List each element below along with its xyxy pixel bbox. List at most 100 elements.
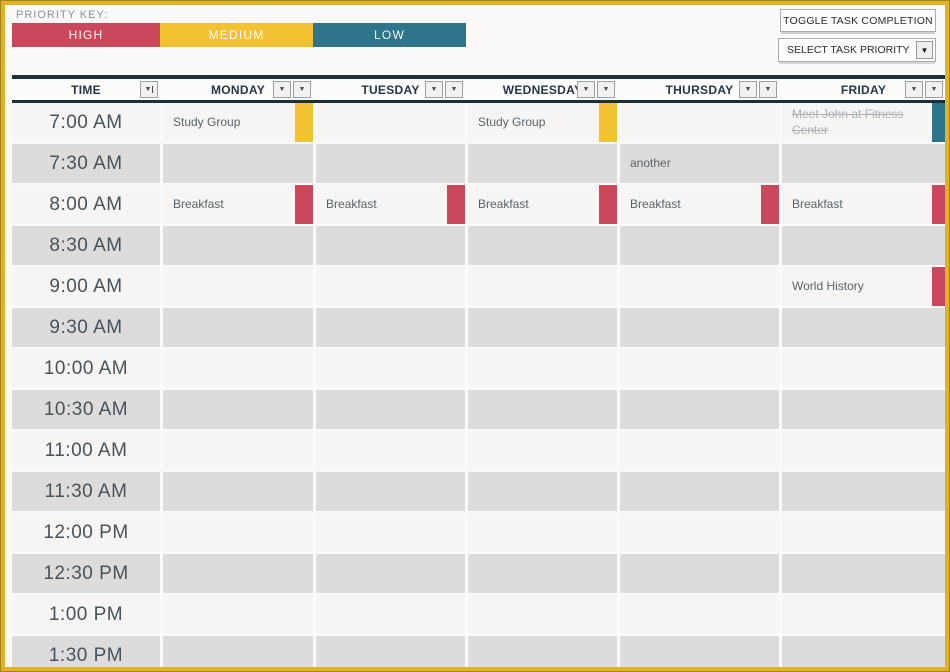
task-cell-tuesday[interactable] <box>316 144 465 183</box>
task-cell-friday[interactable] <box>782 144 945 183</box>
toggle-task-completion-button[interactable]: TOGGLE TASK COMPLETION <box>780 9 936 32</box>
task-cell-tuesday[interactable] <box>316 349 465 388</box>
time-cell[interactable]: 12:30 PM <box>12 554 160 593</box>
filter-dropdown-icon[interactable]: ▼ <box>577 81 595 98</box>
task-cell-wednesday[interactable] <box>468 390 617 429</box>
task-cell-wednesday[interactable] <box>468 513 617 552</box>
task-cell-friday[interactable] <box>782 595 945 634</box>
task-cell-friday[interactable]: Meet John at Fitness Center <box>782 103 945 142</box>
time-cell[interactable]: 11:30 AM <box>12 472 160 511</box>
task-cell-wednesday[interactable] <box>468 308 617 347</box>
task-cell-friday[interactable] <box>782 554 945 593</box>
task-cell-thursday[interactable] <box>620 267 779 306</box>
time-cell[interactable]: 12:00 PM <box>12 513 160 552</box>
task-cell-friday[interactable] <box>782 390 945 429</box>
task-cell-tuesday[interactable] <box>316 554 465 593</box>
time-cell[interactable]: 11:00 AM <box>12 431 160 470</box>
task-cell-thursday[interactable] <box>620 472 779 511</box>
task-cell-wednesday[interactable]: Study Group <box>468 103 617 142</box>
time-cell[interactable]: 8:30 AM <box>12 226 160 265</box>
task-cell-friday[interactable]: Breakfast <box>782 185 945 224</box>
task-cell-wednesday[interactable] <box>468 472 617 511</box>
time-cell[interactable]: 10:00 AM <box>12 349 160 388</box>
time-cell[interactable]: 7:30 AM <box>12 144 160 183</box>
filter-dropdown-icon[interactable]: ▼ <box>905 81 923 98</box>
task-cell-monday[interactable] <box>163 267 313 306</box>
task-cell-thursday[interactable] <box>620 226 779 265</box>
filter-dropdown-icon[interactable]: ▼ <box>739 81 757 98</box>
task-cell-friday[interactable] <box>782 226 945 265</box>
time-cell[interactable]: 1:30 PM <box>12 636 160 667</box>
task-cell-friday[interactable] <box>782 308 945 347</box>
filter-dropdown-icon[interactable]: ▼ <box>293 81 311 98</box>
priority-key-bar: HIGH MEDIUM LOW <box>12 23 466 47</box>
task-cell-thursday[interactable]: another <box>620 144 779 183</box>
task-cell-tuesday[interactable]: Breakfast <box>316 185 465 224</box>
task-cell-monday[interactable] <box>163 144 313 183</box>
task-cell-monday[interactable] <box>163 431 313 470</box>
task-priority-select[interactable]: SELECT TASK PRIORITY ▼ <box>778 38 936 62</box>
task-cell-thursday[interactable] <box>620 513 779 552</box>
task-cell-monday[interactable] <box>163 390 313 429</box>
time-cell[interactable]: 9:00 AM <box>12 267 160 306</box>
task-cell-wednesday[interactable]: Breakfast <box>468 185 617 224</box>
task-cell-monday[interactable] <box>163 472 313 511</box>
task-cell-thursday[interactable] <box>620 390 779 429</box>
task-cell-wednesday[interactable] <box>468 267 617 306</box>
task-cell-friday[interactable]: World History <box>782 267 945 306</box>
task-cell-thursday[interactable] <box>620 308 779 347</box>
task-cell-tuesday[interactable] <box>316 390 465 429</box>
time-cell[interactable]: 8:00 AM <box>12 185 160 224</box>
schedule-row: 8:00 AM Breakfast Breakfast Breakfast Breakf… <box>12 185 945 224</box>
task-cell-thursday[interactable] <box>620 431 779 470</box>
task-cell-friday[interactable] <box>782 513 945 552</box>
task-cell-tuesday[interactable] <box>316 472 465 511</box>
time-cell[interactable]: 1:00 PM <box>12 595 160 634</box>
task-cell-monday[interactable] <box>163 636 313 667</box>
task-cell-wednesday[interactable] <box>468 226 617 265</box>
task-cell-wednesday[interactable] <box>468 636 617 667</box>
task-cell-friday[interactable] <box>782 472 945 511</box>
task-cell-monday[interactable] <box>163 308 313 347</box>
task-cell-tuesday[interactable] <box>316 431 465 470</box>
filter-dropdown-icon[interactable]: ▼ <box>273 81 291 98</box>
task-cell-thursday[interactable] <box>620 636 779 667</box>
task-cell-monday[interactable] <box>163 554 313 593</box>
task-cell-wednesday[interactable] <box>468 431 617 470</box>
filter-dropdown-icon[interactable]: ▼ <box>445 81 463 98</box>
task-cell-tuesday[interactable] <box>316 513 465 552</box>
task-cell-monday[interactable] <box>163 595 313 634</box>
time-cell[interactable]: 9:30 AM <box>12 308 160 347</box>
time-cell[interactable]: 7:00 AM <box>12 103 160 142</box>
task-cell-thursday[interactable]: Breakfast <box>620 185 779 224</box>
task-cell-thursday[interactable] <box>620 595 779 634</box>
time-cell[interactable]: 10:30 AM <box>12 390 160 429</box>
task-cell-monday[interactable]: Breakfast <box>163 185 313 224</box>
task-cell-thursday[interactable] <box>620 554 779 593</box>
task-cell-friday[interactable] <box>782 636 945 667</box>
task-cell-tuesday[interactable] <box>316 595 465 634</box>
task-cell-wednesday[interactable] <box>468 554 617 593</box>
filter-dropdown-icon[interactable]: ▼ <box>597 81 615 98</box>
filter-dropdown-icon[interactable]: ▼ <box>425 81 443 98</box>
task-cell-wednesday[interactable] <box>468 349 617 388</box>
task-cell-wednesday[interactable] <box>468 144 617 183</box>
task-cell-tuesday[interactable] <box>316 267 465 306</box>
task-cell-tuesday[interactable] <box>316 103 465 142</box>
task-cell-monday[interactable] <box>163 349 313 388</box>
filter-dropdown-icon[interactable]: ▼ <box>925 81 943 98</box>
task-cell-tuesday[interactable] <box>316 308 465 347</box>
task-cell-tuesday[interactable] <box>316 226 465 265</box>
task-cell-friday[interactable] <box>782 431 945 470</box>
task-cell-monday[interactable]: Study Group <box>163 103 313 142</box>
filter-dropdown-icon[interactable]: ▼ <box>759 81 777 98</box>
task-cell-friday[interactable] <box>782 349 945 388</box>
combo-dropdown-arrow-icon[interactable]: ▼ <box>916 41 933 59</box>
task-cell-thursday[interactable] <box>620 103 779 142</box>
task-cell-tuesday[interactable] <box>316 636 465 667</box>
task-cell-monday[interactable] <box>163 513 313 552</box>
task-cell-monday[interactable] <box>163 226 313 265</box>
task-cell-thursday[interactable] <box>620 349 779 388</box>
filter-sort-icon[interactable]: ▼ <box>140 81 158 98</box>
task-cell-wednesday[interactable] <box>468 595 617 634</box>
